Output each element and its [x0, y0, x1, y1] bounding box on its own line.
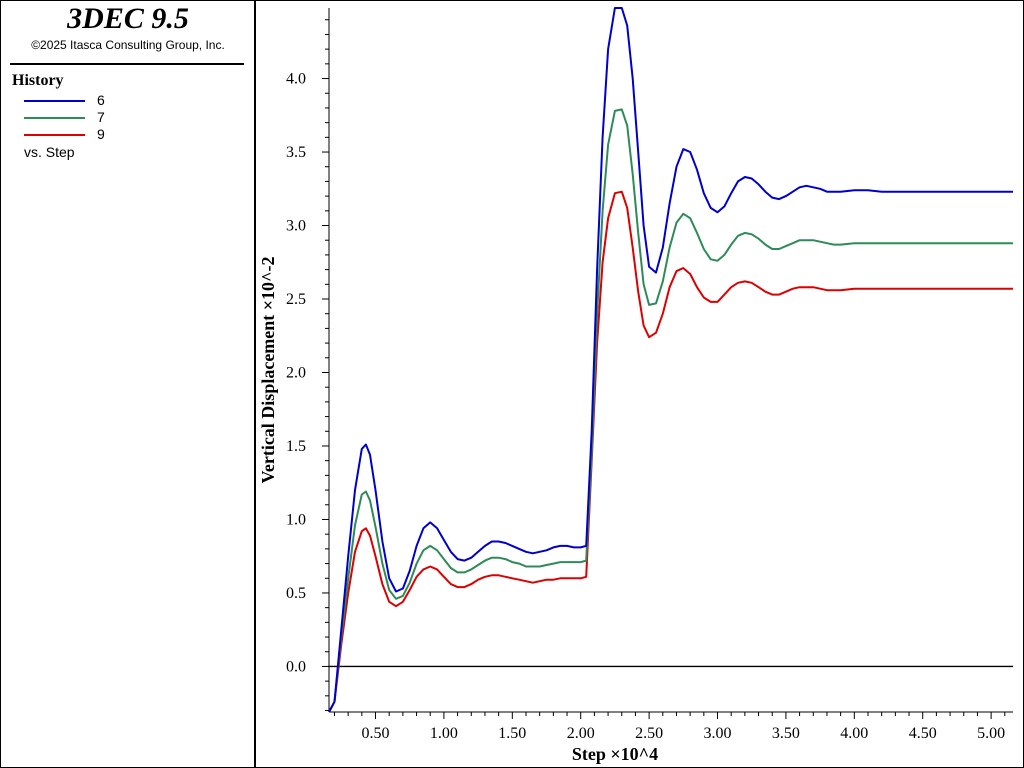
x-tick-label: 4.50: [909, 725, 937, 742]
x-tick-label: 2.00: [567, 725, 595, 742]
y-tick-label: 2.0: [286, 364, 306, 381]
legend-line-swatch: [24, 100, 85, 102]
legend-x-variable: vs. Step: [24, 144, 75, 160]
x-tick-label: 5.00: [977, 725, 1005, 742]
legend-heading: History: [12, 72, 64, 89]
x-axis-title: Step ×10^4: [572, 744, 658, 764]
legend-label: 7: [97, 109, 105, 125]
y-tick-label: 3.0: [286, 218, 306, 235]
legend-label: 9: [97, 126, 105, 142]
x-tick-label: 2.50: [635, 725, 663, 742]
series-line-7: [328, 108, 1013, 713]
copyright-text: ©2025 Itasca Consulting Group, Inc.: [31, 38, 225, 52]
y-axis-title: Vertical Displacement ×10^-2: [258, 256, 278, 483]
y-tick-label: 2.5: [286, 291, 306, 308]
x-tick-label: 1.50: [498, 725, 526, 742]
legend-line-swatch: [24, 134, 85, 136]
y-tick-label: 3.5: [286, 144, 306, 161]
title-divider: [10, 63, 244, 65]
x-tick-label: 3.50: [772, 725, 800, 742]
legend-line-swatch: [24, 117, 85, 119]
y-tick-label: 1.5: [286, 438, 306, 455]
x-tick-label: 3.00: [704, 725, 732, 742]
y-tick-label: 0.0: [286, 658, 306, 675]
app-title: 3DEC 9.5: [67, 2, 189, 35]
series-line-9: [328, 190, 1013, 713]
x-tick-label: 4.00: [840, 725, 868, 742]
legend-panel: 3DEC 9.5 ©2025 Itasca Consulting Group, …: [0, 0, 256, 768]
y-tick-label: 1.0: [286, 511, 306, 528]
legend-label: 6: [97, 92, 105, 108]
y-tick-label: 4.0: [286, 71, 306, 88]
x-tick-label: 0.50: [362, 725, 390, 742]
history-chart: 0.0 0.5 1.0 1.5 2.0 2.5 3.0 3.5 4.0 0.50 1.00 1.50 2…: [258, 7, 1013, 764]
y-tick-label: 0.5: [286, 585, 306, 602]
x-tick-label: 1.00: [430, 725, 458, 742]
series-line-6: [328, 7, 1013, 713]
